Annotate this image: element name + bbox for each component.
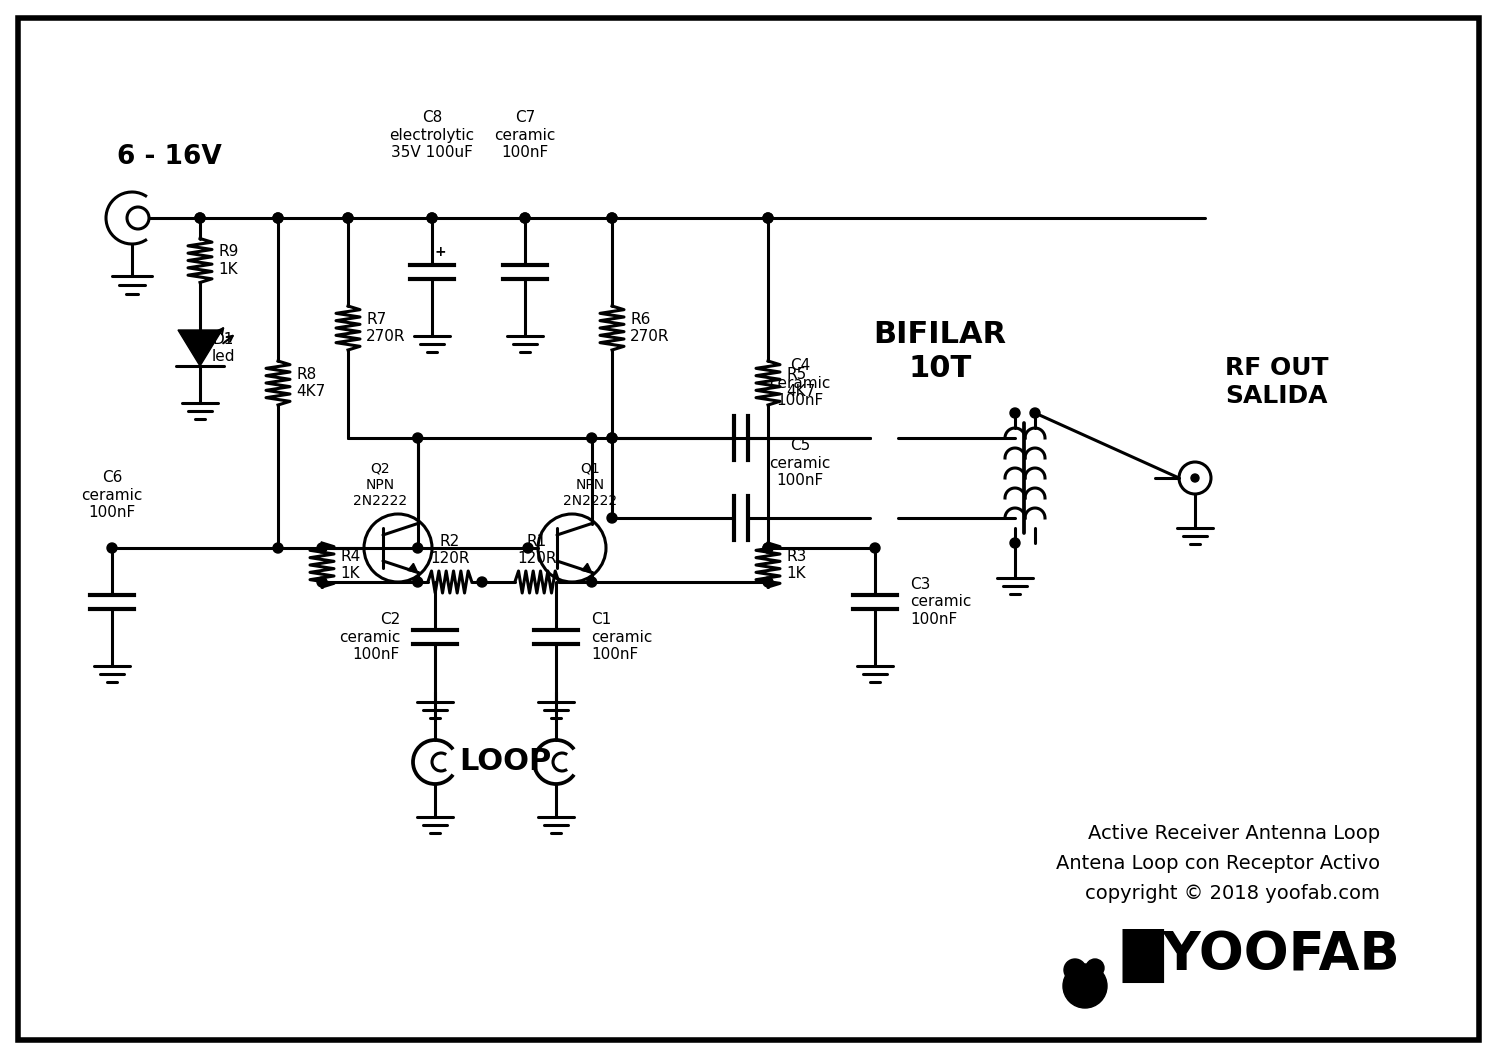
Circle shape	[870, 543, 880, 553]
Circle shape	[606, 213, 617, 223]
Circle shape	[606, 433, 617, 443]
Circle shape	[763, 543, 772, 553]
Text: C3
ceramic
100nF: C3 ceramic 100nF	[910, 577, 972, 627]
Circle shape	[1192, 474, 1199, 482]
Circle shape	[1010, 408, 1019, 418]
Circle shape	[413, 577, 422, 587]
Polygon shape	[178, 330, 222, 366]
Circle shape	[427, 213, 437, 223]
Text: Q2
NPN
2N2222: Q2 NPN 2N2222	[353, 461, 407, 508]
Circle shape	[427, 213, 437, 223]
Text: C8
electrolytic
35V 100uF: C8 electrolytic 35V 100uF	[389, 110, 475, 160]
Polygon shape	[582, 563, 591, 572]
Text: C6
ceramic
100nF: C6 ceramic 100nF	[81, 470, 142, 519]
Circle shape	[519, 213, 530, 223]
Text: R3
1K: R3 1K	[786, 549, 807, 581]
Text: C5
ceramic
100nF: C5 ceramic 100nF	[769, 438, 831, 488]
Circle shape	[106, 543, 117, 553]
Circle shape	[763, 213, 772, 223]
Circle shape	[763, 577, 772, 587]
Circle shape	[343, 213, 353, 223]
Circle shape	[519, 213, 530, 223]
Circle shape	[1010, 539, 1019, 548]
Text: C7
ceramic
100nF: C7 ceramic 100nF	[494, 110, 555, 160]
Circle shape	[763, 543, 772, 553]
Text: +: +	[436, 245, 446, 259]
Circle shape	[272, 213, 283, 223]
Circle shape	[587, 433, 597, 443]
Text: LOOP: LOOP	[460, 748, 551, 777]
Circle shape	[272, 543, 283, 553]
Text: C4
ceramic
100nF: C4 ceramic 100nF	[769, 359, 831, 408]
Circle shape	[606, 433, 617, 443]
Text: R4
1K: R4 1K	[340, 549, 361, 581]
Text: RF OUT
SALIDA: RF OUT SALIDA	[1225, 357, 1328, 408]
Circle shape	[763, 213, 772, 223]
Circle shape	[522, 543, 533, 553]
Text: copyright © 2018 yoofab.com: copyright © 2018 yoofab.com	[1085, 884, 1380, 902]
Text: R5
4K7: R5 4K7	[786, 367, 816, 399]
Text: 6 - 16V: 6 - 16V	[117, 144, 222, 170]
Text: R7
270R: R7 270R	[365, 312, 406, 344]
Text: R6
270R: R6 270R	[630, 312, 669, 344]
Text: D1
led: D1 led	[213, 332, 235, 364]
Text: R8
4K7: R8 4K7	[296, 367, 325, 399]
Circle shape	[343, 213, 353, 223]
Circle shape	[317, 577, 326, 587]
Circle shape	[1030, 408, 1040, 418]
Circle shape	[413, 543, 422, 553]
Circle shape	[606, 213, 617, 223]
Text: Q1
NPN
2N2222: Q1 NPN 2N2222	[563, 461, 617, 508]
Text: C2
ceramic
100nF: C2 ceramic 100nF	[338, 613, 400, 662]
Circle shape	[195, 213, 205, 223]
Circle shape	[1063, 964, 1106, 1008]
Circle shape	[272, 213, 283, 223]
Circle shape	[606, 513, 617, 523]
Text: C1
ceramic
100nF: C1 ceramic 100nF	[591, 613, 653, 662]
Text: BIFILAR
10T: BIFILAR 10T	[873, 321, 1006, 383]
Circle shape	[1064, 959, 1085, 981]
Text: Antena Loop con Receptor Activo: Antena Loop con Receptor Activo	[1055, 854, 1380, 873]
Circle shape	[413, 433, 422, 443]
Circle shape	[478, 577, 487, 587]
Circle shape	[195, 213, 205, 223]
Text: R9
1K: R9 1K	[219, 244, 238, 277]
Text: Active Receiver Antenna Loop: Active Receiver Antenna Loop	[1088, 824, 1380, 843]
Circle shape	[317, 543, 326, 553]
Text: R1
120R: R1 120R	[516, 533, 557, 566]
Circle shape	[1085, 959, 1103, 977]
Text: █YOOFAB: █YOOFAB	[1123, 929, 1400, 983]
Text: R2
120R: R2 120R	[430, 533, 470, 566]
Polygon shape	[407, 563, 418, 572]
Circle shape	[587, 577, 597, 587]
